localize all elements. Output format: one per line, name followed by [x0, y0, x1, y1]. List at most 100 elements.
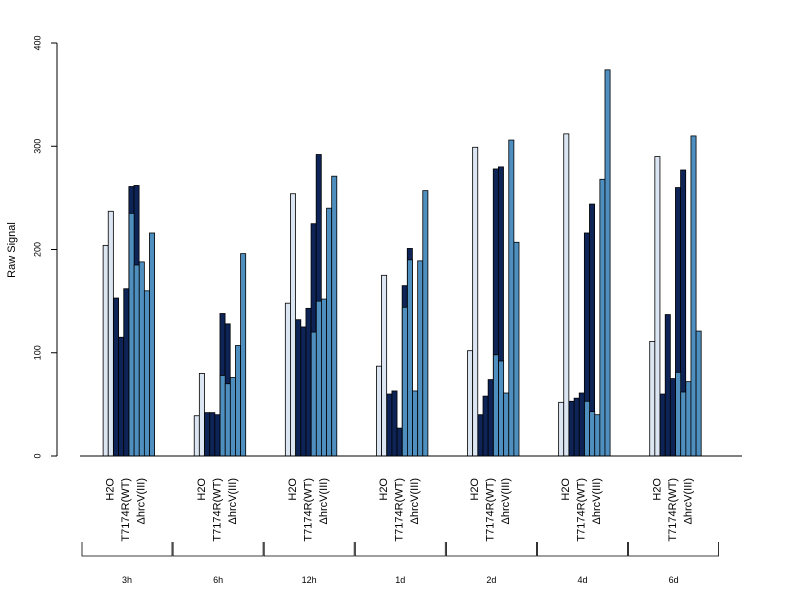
bar	[477, 414, 484, 457]
bar	[381, 274, 388, 457]
bar	[467, 350, 474, 457]
category-label: H2O	[105, 478, 117, 501]
time-label: 12h	[302, 575, 317, 585]
bar	[235, 345, 241, 457]
bar	[498, 360, 505, 457]
bar	[401, 306, 408, 457]
bar	[503, 392, 510, 457]
category-label: ΔhrcV(III)	[227, 478, 239, 524]
bar	[482, 395, 489, 457]
bar	[123, 288, 130, 457]
category-label: ΔhrcV(III)	[409, 478, 421, 524]
bar	[209, 412, 216, 457]
bar	[578, 392, 585, 457]
category-label: T7174R(WT)	[394, 478, 406, 542]
y-axis: 0 100 200 300 400	[32, 35, 58, 459]
bar	[331, 175, 338, 457]
y-tick-label: 0	[32, 453, 42, 458]
bar	[513, 241, 520, 457]
bar	[326, 207, 333, 457]
bar	[669, 378, 676, 457]
bar	[685, 381, 692, 457]
bar	[305, 307, 312, 457]
bar	[295, 319, 302, 457]
bar	[229, 377, 236, 457]
bar	[492, 354, 499, 457]
category-label: H2O	[196, 478, 208, 501]
bar	[113, 297, 120, 457]
category-label: H2O	[560, 478, 572, 501]
category-label: T7174R(WT)	[485, 478, 497, 542]
bar	[675, 371, 682, 457]
time-label: 4d	[577, 575, 587, 585]
y-axis-label: Raw Signal	[6, 222, 18, 278]
bar	[149, 232, 155, 457]
category-label: T7174R(WT)	[667, 478, 679, 542]
bar	[219, 375, 226, 457]
bar	[604, 69, 611, 457]
bar	[321, 298, 327, 457]
bar	[138, 261, 145, 457]
bar	[391, 390, 398, 457]
bar	[214, 414, 221, 457]
bar	[128, 212, 135, 457]
y-tick-label: 100	[32, 345, 42, 360]
bar	[584, 400, 591, 457]
time-bracket	[263, 542, 355, 557]
y-tick-label: 200	[32, 242, 42, 257]
bar	[290, 193, 296, 457]
bar	[240, 253, 247, 457]
bar	[654, 156, 661, 457]
y-tick-label: 400	[32, 35, 42, 50]
bar	[690, 135, 697, 457]
bar	[204, 412, 211, 457]
bar	[396, 427, 403, 457]
bar	[599, 178, 606, 457]
bar	[422, 190, 429, 457]
time-label: 3h	[122, 575, 132, 585]
bar	[412, 390, 419, 457]
time-bracket	[446, 542, 537, 557]
time-label: 2d	[486, 575, 496, 585]
bar	[143, 290, 150, 457]
bar	[568, 400, 575, 457]
category-label: ΔhrcV(III)	[318, 478, 330, 524]
time-label: 1d	[395, 575, 405, 585]
bar	[649, 340, 656, 457]
time-bracket	[628, 542, 719, 557]
bar	[573, 397, 580, 457]
bar	[376, 365, 382, 457]
bar	[487, 379, 494, 457]
bar	[284, 302, 291, 457]
category-label: ΔhrcV(III)	[591, 478, 603, 524]
bar	[300, 326, 307, 457]
category-label: H2O	[651, 478, 663, 501]
bar	[695, 330, 702, 457]
bar	[315, 300, 322, 457]
category-label: T7174R(WT)	[576, 478, 588, 542]
bar	[407, 259, 413, 457]
bar	[193, 415, 200, 457]
bars	[102, 69, 702, 457]
category-label: ΔhrcV(III)	[500, 478, 512, 524]
time-bracket	[81, 542, 173, 557]
bar	[107, 210, 114, 457]
bar	[198, 372, 205, 457]
category-label: ΔhrcV(III)	[682, 478, 694, 524]
time-label: 6d	[669, 575, 679, 585]
time-bracket	[172, 542, 264, 557]
bar	[563, 133, 570, 457]
category-labels: H2O T7174R(WT) ΔhrcV(III) H2O T7174R(WT) Δhrc…	[105, 478, 695, 542]
bar	[659, 393, 666, 457]
time-label: 6h	[213, 575, 223, 585]
time-brackets: 3h 6h 12h 1d 2d 4d 6d	[81, 542, 719, 585]
bar	[508, 139, 515, 457]
bar	[417, 260, 424, 457]
bar	[133, 264, 140, 457]
bar	[224, 383, 231, 457]
bar	[386, 393, 393, 457]
time-bracket	[537, 542, 628, 557]
category-label: H2O	[378, 478, 390, 501]
category-label: T7174R(WT)	[302, 478, 314, 542]
